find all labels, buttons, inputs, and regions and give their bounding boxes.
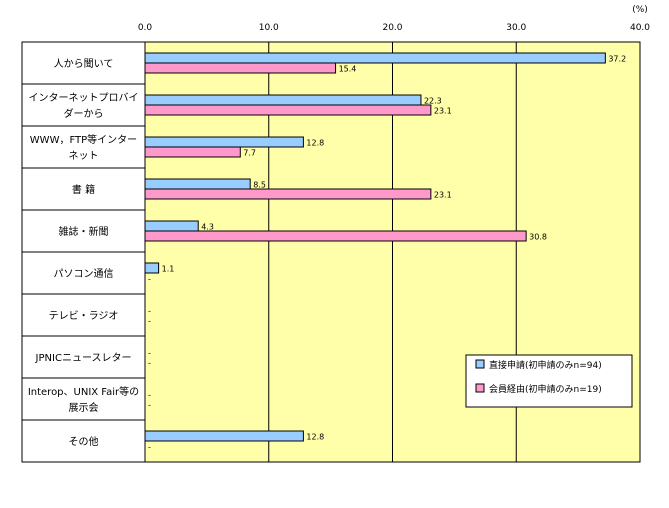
category-label: ダーから xyxy=(64,107,104,120)
bar xyxy=(144,52,606,64)
category-label: テレビ・ラジオ xyxy=(49,310,119,322)
data-label: - xyxy=(148,391,151,400)
bar xyxy=(144,220,199,232)
x-tick-label: 0.0 xyxy=(138,23,153,33)
x-tick-label: 10.0 xyxy=(259,23,279,33)
bar xyxy=(144,104,432,116)
legend-label: 会員経由(初申請のみn=19) xyxy=(489,383,602,395)
bars: 37.215.422.323.112.87.78.523.14.330.81.1… xyxy=(144,52,626,452)
data-label: 7.7 xyxy=(243,149,256,158)
category-label: パソコン通信 xyxy=(54,268,114,280)
data-label: - xyxy=(148,401,151,410)
x-tick-label: 40.0 xyxy=(630,23,650,33)
category-label: 人から聞いて xyxy=(54,58,114,70)
data-label: - xyxy=(148,349,151,358)
legend-swatch xyxy=(475,359,485,369)
bar xyxy=(144,262,160,274)
data-label: 1.1 xyxy=(162,265,175,274)
bar xyxy=(144,136,304,148)
unit-label: (%) xyxy=(632,5,648,15)
data-label: 12.8 xyxy=(306,139,324,148)
data-label: - xyxy=(148,443,151,452)
category-label: WWW，FTP等インター xyxy=(30,133,137,146)
category-label: JPNICニュースレター xyxy=(35,352,132,364)
x-tick-label: 20.0 xyxy=(382,23,402,33)
data-label: 30.8 xyxy=(529,233,547,242)
bar xyxy=(144,230,527,242)
legend-box xyxy=(465,354,633,408)
data-label: 37.2 xyxy=(608,55,626,64)
data-label: - xyxy=(148,317,151,326)
data-label: - xyxy=(148,359,151,368)
category-label: Interop、UNIX Fair等の xyxy=(28,385,139,398)
data-label: - xyxy=(148,275,151,284)
legend: 直接申請(初申請のみn=94) 会員経由(初申請のみn=19) xyxy=(465,354,633,408)
data-label: 23.1 xyxy=(434,191,452,200)
data-label: 4.3 xyxy=(201,223,214,232)
category-label: 書 籍 xyxy=(72,183,95,196)
data-label: 8.5 xyxy=(253,181,266,190)
bar xyxy=(144,146,241,158)
data-label: 12.8 xyxy=(306,433,324,442)
legend-label: 直接申請(初申請のみn=94) xyxy=(489,359,602,371)
bar xyxy=(144,94,422,106)
category-label: その他 xyxy=(69,435,99,448)
category-label: ネット xyxy=(69,150,99,162)
data-label: 22.3 xyxy=(424,97,442,106)
category-label: インターネットプロバイ xyxy=(29,92,139,104)
bar xyxy=(144,188,432,200)
x-axis: 0.0 10.0 20.0 30.0 40.0 xyxy=(138,23,650,33)
data-label: 23.1 xyxy=(434,107,452,116)
data-label: - xyxy=(148,307,151,316)
legend-swatch xyxy=(475,383,485,393)
bar xyxy=(144,430,304,442)
x-tick-label: 30.0 xyxy=(506,23,526,33)
bar xyxy=(144,62,337,74)
category-label: 展示会 xyxy=(69,401,99,414)
category-label: 雑誌・新聞 xyxy=(59,225,109,238)
bar xyxy=(144,178,251,190)
data-label: 15.4 xyxy=(339,65,357,74)
